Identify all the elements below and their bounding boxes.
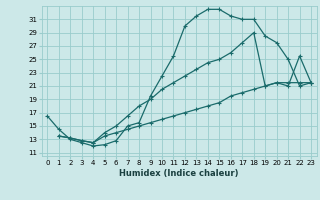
X-axis label: Humidex (Indice chaleur): Humidex (Indice chaleur)	[119, 169, 239, 178]
